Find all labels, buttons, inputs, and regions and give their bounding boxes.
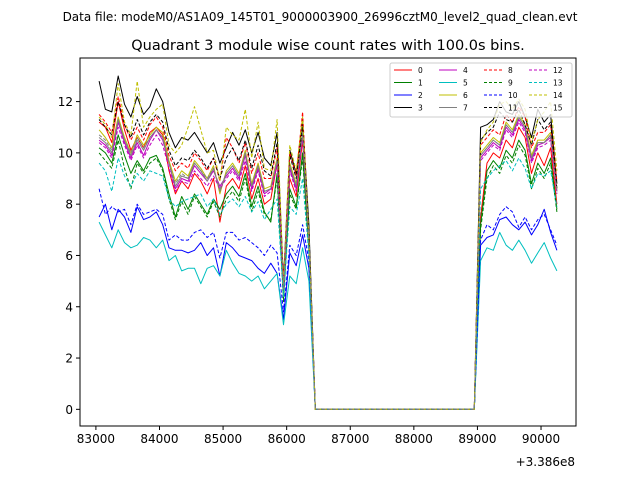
series-lines [98, 75, 558, 410]
chart-title: Quadrant 3 module wise count rates with … [131, 38, 525, 54]
axis-ticks: 83000 84000 85000 86000 87000 88000 89000 90000… [58, 95, 560, 446]
x-offset-label: +3.386e8 [516, 455, 575, 469]
x-tick-label: 83000 [77, 432, 115, 446]
legend-label-4: 4 [463, 66, 468, 75]
y-tick-label: 10 [58, 146, 73, 160]
x-tick-label: 90000 [522, 432, 560, 446]
y-tick-label: 12 [58, 95, 73, 109]
legend-label-15: 15 [553, 104, 563, 113]
legend-label-9: 9 [508, 79, 513, 88]
y-tick-label: 2 [65, 352, 73, 366]
x-tick-label: 87000 [331, 432, 369, 446]
legend-label-14: 14 [553, 91, 563, 100]
axes-frame [79, 57, 577, 427]
legend-box [389, 62, 573, 118]
legend-label-0: 0 [418, 66, 423, 75]
legend-label-6: 6 [463, 91, 468, 100]
legend-label-10: 10 [508, 91, 518, 100]
legend-label-7: 7 [463, 104, 468, 113]
legend-label-2: 2 [418, 91, 423, 100]
y-tick-label: 0 [65, 403, 73, 417]
series-line-15 [98, 116, 558, 410]
y-tick-label: 4 [65, 300, 73, 314]
legend-label-5: 5 [463, 79, 468, 88]
legend-label-1: 1 [418, 79, 423, 88]
legend-label-8: 8 [508, 66, 513, 75]
legend-label-3: 3 [418, 104, 423, 113]
legend-label-11: 11 [508, 104, 518, 113]
y-tick-label: 8 [65, 198, 73, 212]
x-tick-label: 84000 [140, 432, 178, 446]
legend-label-13: 13 [553, 79, 563, 88]
x-tick-label: 88000 [395, 432, 433, 446]
x-tick-label: 85000 [204, 432, 242, 446]
x-tick-label: 89000 [458, 432, 496, 446]
legend-label-12: 12 [553, 66, 563, 75]
series-line-14 [98, 80, 558, 410]
y-tick-label: 6 [65, 249, 73, 263]
x-tick-label: 86000 [268, 432, 306, 446]
chart-suptitle: Data file: modeM0/AS1A09_145T01_90000039… [63, 10, 578, 24]
